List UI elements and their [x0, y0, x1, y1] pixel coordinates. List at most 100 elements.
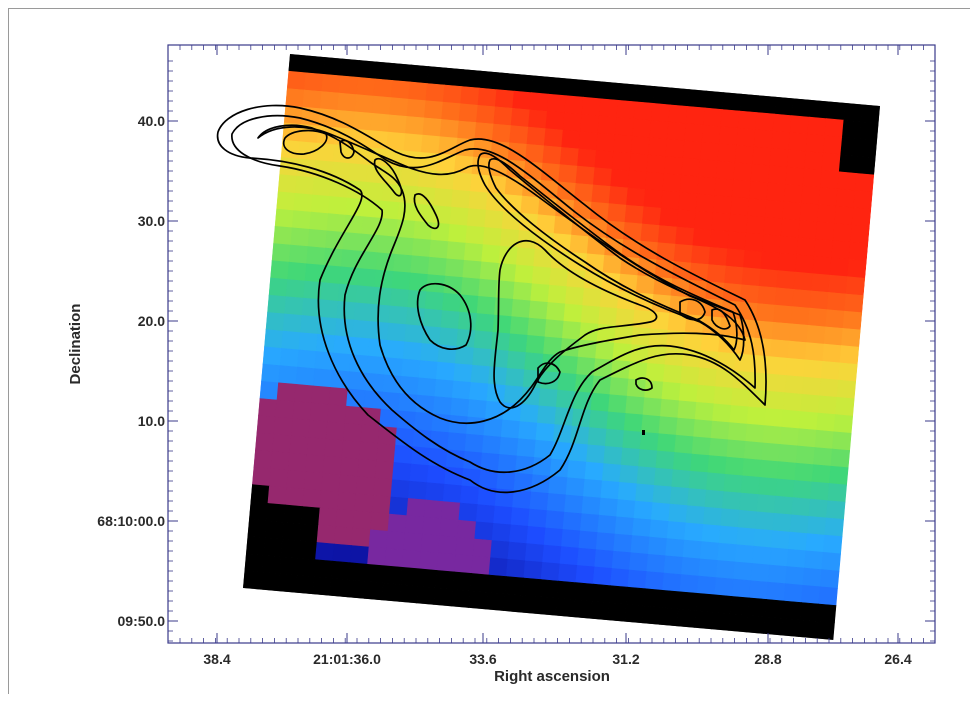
map-pixel	[247, 518, 267, 539]
map-pixel	[696, 384, 716, 405]
map-pixel	[487, 366, 508, 386]
map-pixel	[672, 452, 693, 472]
map-pixel	[464, 433, 485, 454]
contour-line-11	[487, 157, 738, 351]
map-pixel	[662, 364, 683, 384]
map-pixel	[475, 504, 496, 524]
map-pixel	[573, 582, 594, 602]
map-pixel	[411, 238, 432, 258]
map-pixel	[451, 189, 471, 209]
map-pixel	[333, 526, 354, 546]
map-pixel	[289, 435, 310, 456]
map-pixel	[689, 262, 710, 283]
contour-line-12	[679, 298, 706, 321]
map-pixel	[817, 395, 838, 415]
map-pixel	[500, 228, 520, 249]
map-pixel	[542, 145, 562, 165]
map-pixel	[349, 545, 370, 565]
map-pixel	[276, 382, 297, 402]
map-pixel	[746, 406, 767, 426]
map-pixel	[827, 483, 847, 503]
map-pixel	[488, 557, 509, 577]
contour-line-8	[413, 193, 440, 230]
map-pixel	[324, 438, 344, 459]
map-pixel	[562, 511, 583, 532]
map-pixel	[715, 369, 735, 389]
map-pixel	[496, 72, 516, 92]
map-pixel	[512, 490, 532, 510]
y-tick-label-30: 30.0	[138, 213, 165, 229]
map-pixel	[778, 444, 798, 464]
map-pixel	[307, 228, 328, 249]
map-pixel	[371, 95, 392, 116]
map-pixel	[730, 196, 750, 217]
map-pixel	[402, 341, 423, 361]
map-pixel	[422, 117, 442, 138]
map-pixel	[422, 516, 442, 537]
map-pixel	[731, 578, 752, 599]
map-pixel	[500, 419, 521, 440]
map-pixel	[529, 491, 549, 511]
map-pixel	[783, 583, 804, 603]
map-pixel	[262, 346, 282, 366]
map-pixel	[285, 88, 305, 108]
map-pixel	[825, 500, 846, 520]
map-pixel	[681, 157, 701, 178]
map-pixel	[737, 509, 758, 530]
map-pixel	[831, 431, 852, 451]
map-pixel	[540, 561, 561, 582]
map-pixel	[446, 241, 467, 261]
map-pixel	[601, 463, 622, 483]
map-pixel	[357, 59, 378, 80]
map-pixel	[595, 132, 616, 153]
map-pixel	[487, 574, 507, 595]
map-pixel	[844, 293, 864, 314]
map-pixel	[712, 403, 732, 423]
map-pixel	[303, 72, 324, 92]
map-pixel	[819, 378, 839, 398]
map-pixel	[471, 555, 491, 576]
map-pixel	[649, 519, 669, 539]
map-pixel	[558, 164, 578, 184]
map-pixel	[416, 186, 436, 206]
map-pixel	[526, 126, 547, 147]
map-pixel	[614, 117, 635, 137]
map-pixel	[417, 568, 438, 588]
map-pixel	[385, 339, 405, 360]
map-pixel	[816, 204, 837, 224]
map-pixel	[451, 380, 472, 400]
map-pixel	[561, 320, 582, 341]
map-pixel	[581, 96, 602, 117]
map-pixel	[847, 259, 867, 279]
map-pixel	[676, 209, 697, 229]
map-pixel	[292, 401, 313, 421]
map-pixel	[489, 349, 510, 369]
map-pixel	[528, 109, 548, 129]
map-pixel	[438, 327, 459, 347]
map-pixel	[299, 523, 319, 543]
map-pixel	[450, 588, 471, 609]
map-pixel	[785, 166, 805, 187]
map-pixel	[675, 417, 696, 438]
map-pixel	[420, 134, 441, 155]
map-pixel	[666, 121, 687, 142]
map-pixel	[824, 517, 844, 537]
map-pixel	[559, 546, 580, 566]
map-pixel	[564, 95, 584, 115]
map-pixel	[760, 251, 780, 271]
map-pixel	[785, 357, 806, 378]
map-pixel	[515, 455, 535, 476]
map-pixel	[285, 279, 306, 299]
map-pixel	[431, 413, 451, 433]
map-pixel	[286, 70, 307, 91]
map-pixel	[782, 392, 803, 412]
map-pixel	[633, 101, 654, 121]
map-pixel	[691, 436, 712, 456]
map-pixel	[326, 213, 347, 233]
map-pixel	[750, 563, 771, 583]
map-pixel	[658, 416, 679, 436]
map-pixel	[318, 299, 339, 319]
map-pixel	[398, 584, 419, 604]
map-pixel	[668, 104, 688, 124]
map-pixel	[577, 148, 597, 169]
